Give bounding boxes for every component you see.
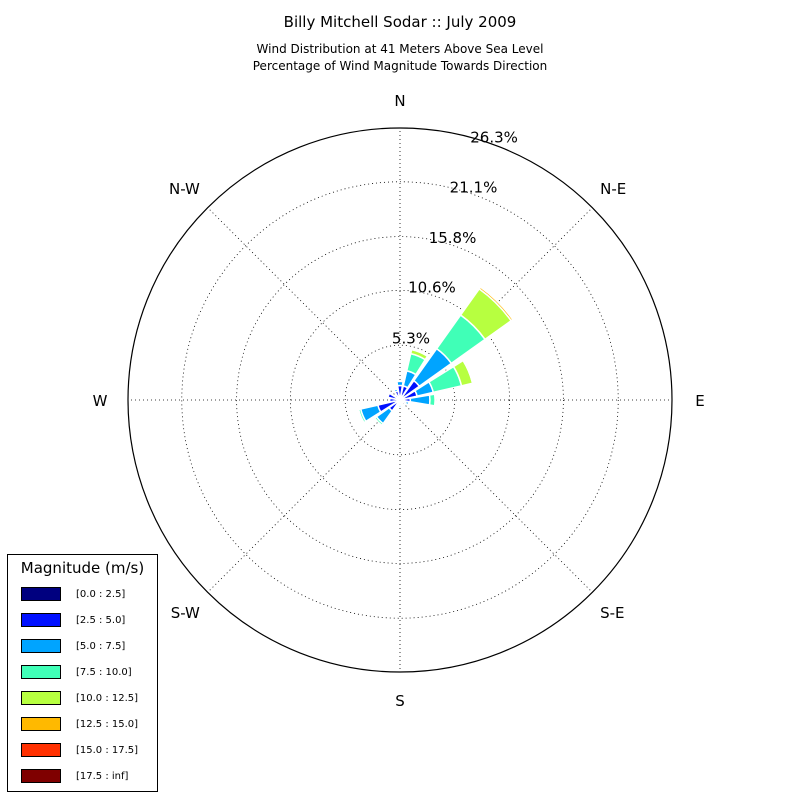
legend-item: [2.5 : 5.0] [21, 613, 156, 629]
radial-tick-label: 10.6% [408, 279, 456, 297]
wind-wedge-segment [462, 358, 475, 385]
angular-gridline [207, 207, 401, 401]
legend-label: [15.0 : 17.5] [76, 745, 139, 756]
chart-labels: 5.3% 10.6% 15.8% 21.1% 26.3% N N-E E S-E S S-W W N-W [93, 92, 705, 710]
polar-outer-circle [127, 127, 673, 673]
chart-subtitle-line-2: Percentage of Wind Magnitude Towards Dir… [252, 59, 548, 73]
legend-item: [12.5 : 15.0] [21, 717, 156, 733]
wind-wedge-segment [392, 388, 399, 394]
polar-grid [127, 127, 673, 673]
wind-wedge-segment [400, 400, 405, 405]
direction-label: S-E [600, 604, 624, 622]
direction-label: S [395, 692, 405, 710]
legend-title: Magnitude (m/s) [20, 559, 145, 577]
radial-tick-label: 15.8% [429, 229, 477, 247]
legend-label: [2.5 : 5.0] [76, 615, 126, 626]
direction-label: N-E [600, 180, 626, 198]
legend-swatch [21, 743, 61, 757]
legend-item: [5.0 : 7.5] [21, 639, 156, 655]
wind-wedge-segment [478, 286, 514, 322]
legend: Magnitude (m/s) [0.0 : 2.5] [2.5 : 5.0] [5… [7, 554, 158, 792]
legend-label: [7.5 : 10.0] [76, 667, 132, 678]
angular-gridline [399, 399, 593, 593]
legend-swatch [21, 691, 61, 705]
legend-swatch [21, 665, 61, 679]
wind-wedge-segment [409, 348, 429, 361]
direction-label: N-W [169, 180, 200, 198]
direction-label: N [394, 92, 405, 110]
wind-wedge-segment [396, 380, 404, 387]
wind-wedge-segment [397, 404, 403, 408]
radial-tick-label: 21.1% [450, 178, 498, 196]
wind-wedge-segment [373, 415, 385, 427]
legend-swatch [21, 639, 61, 653]
direction-label: S-W [171, 604, 200, 622]
radial-gridline [181, 181, 619, 619]
wind-wedge-segment [357, 408, 367, 424]
legend-label: [0.0 : 2.5] [76, 589, 126, 600]
chart-title: Billy Mitchell Sodar :: July 2009 [283, 13, 517, 31]
wind-wedge-segment [387, 392, 399, 401]
wind-wedge-segment [404, 400, 410, 406]
radial-tick-label: 26.3% [470, 129, 518, 147]
radial-gridline [236, 236, 564, 564]
direction-label: W [93, 392, 108, 410]
wind-wedges [357, 286, 514, 427]
legend-item: [0.0 : 2.5] [21, 587, 156, 603]
legend-label: [12.5 : 15.0] [76, 719, 139, 730]
legend-label: [17.5 : inf] [76, 771, 129, 782]
legend-item: [10.0 : 12.5] [21, 691, 156, 707]
radial-tick-label: 5.3% [392, 329, 430, 347]
chart-subtitle-line-1: Wind Distribution at 41 Meters Above Sea… [256, 42, 544, 56]
wind-wedge-segment [433, 393, 437, 407]
legend-swatch [21, 717, 61, 731]
legend-swatch [21, 613, 61, 627]
legend-swatch [21, 587, 61, 601]
angular-gridline [207, 399, 401, 593]
legend-item: [15.0 : 17.5] [21, 743, 156, 759]
direction-label: E [695, 392, 704, 410]
legend-label: [5.0 : 7.5] [76, 641, 126, 652]
legend-swatch [21, 769, 61, 783]
legend-item: [7.5 : 10.0] [21, 665, 156, 681]
radial-gridline [344, 344, 456, 456]
radial-gridline [289, 289, 511, 511]
legend-label: [10.0 : 12.5] [76, 693, 139, 704]
legend-item: [17.5 : inf] [21, 769, 156, 785]
